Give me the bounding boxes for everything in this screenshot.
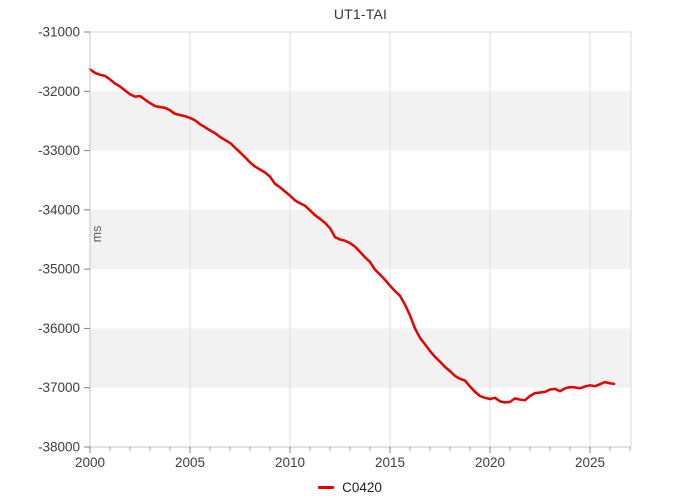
band xyxy=(90,209,631,270)
band xyxy=(90,328,631,388)
y-tick-label: -37000 xyxy=(38,380,80,395)
y-tick-label: -34000 xyxy=(38,202,80,217)
band xyxy=(90,91,631,151)
data-line-c0420 xyxy=(88,68,616,404)
legend-line-swatch-icon xyxy=(318,485,335,489)
y-axis-unit-label: ms xyxy=(90,225,104,243)
background-bands xyxy=(90,32,631,447)
axis-tick-labels: 2000 2005 2010 2015 2020 2025 -31000 -32000 -330… xyxy=(38,25,605,471)
x-tick-label: 2015 xyxy=(375,455,405,470)
band xyxy=(90,269,631,329)
x-tick-label: 2000 xyxy=(75,455,105,470)
y-tick-label: -32000 xyxy=(38,84,80,99)
series-line-c0420 xyxy=(88,68,616,404)
band xyxy=(90,150,631,210)
band xyxy=(90,32,631,92)
legend-item-c0420[interactable]: C0420 xyxy=(318,480,382,495)
x-tick-label: 2020 xyxy=(475,455,505,470)
y-tick-label: -38000 xyxy=(38,440,80,455)
x-tick-label: 2025 xyxy=(575,455,605,470)
x-tick-label: 2010 xyxy=(275,455,305,470)
legend-item-label: C0420 xyxy=(342,479,382,495)
axis-ticks xyxy=(84,31,631,453)
band xyxy=(90,387,631,447)
y-tick-label: -36000 xyxy=(38,321,80,336)
y-tick-label: -33000 xyxy=(38,143,80,158)
legend: C0420 xyxy=(0,477,700,497)
axes-frame xyxy=(89,31,632,448)
y-tick-label: -35000 xyxy=(38,262,80,277)
x-tick-label: 2005 xyxy=(175,455,205,470)
y-tick-label: -31000 xyxy=(38,25,80,40)
chart-title: UT1-TAI xyxy=(333,6,388,22)
